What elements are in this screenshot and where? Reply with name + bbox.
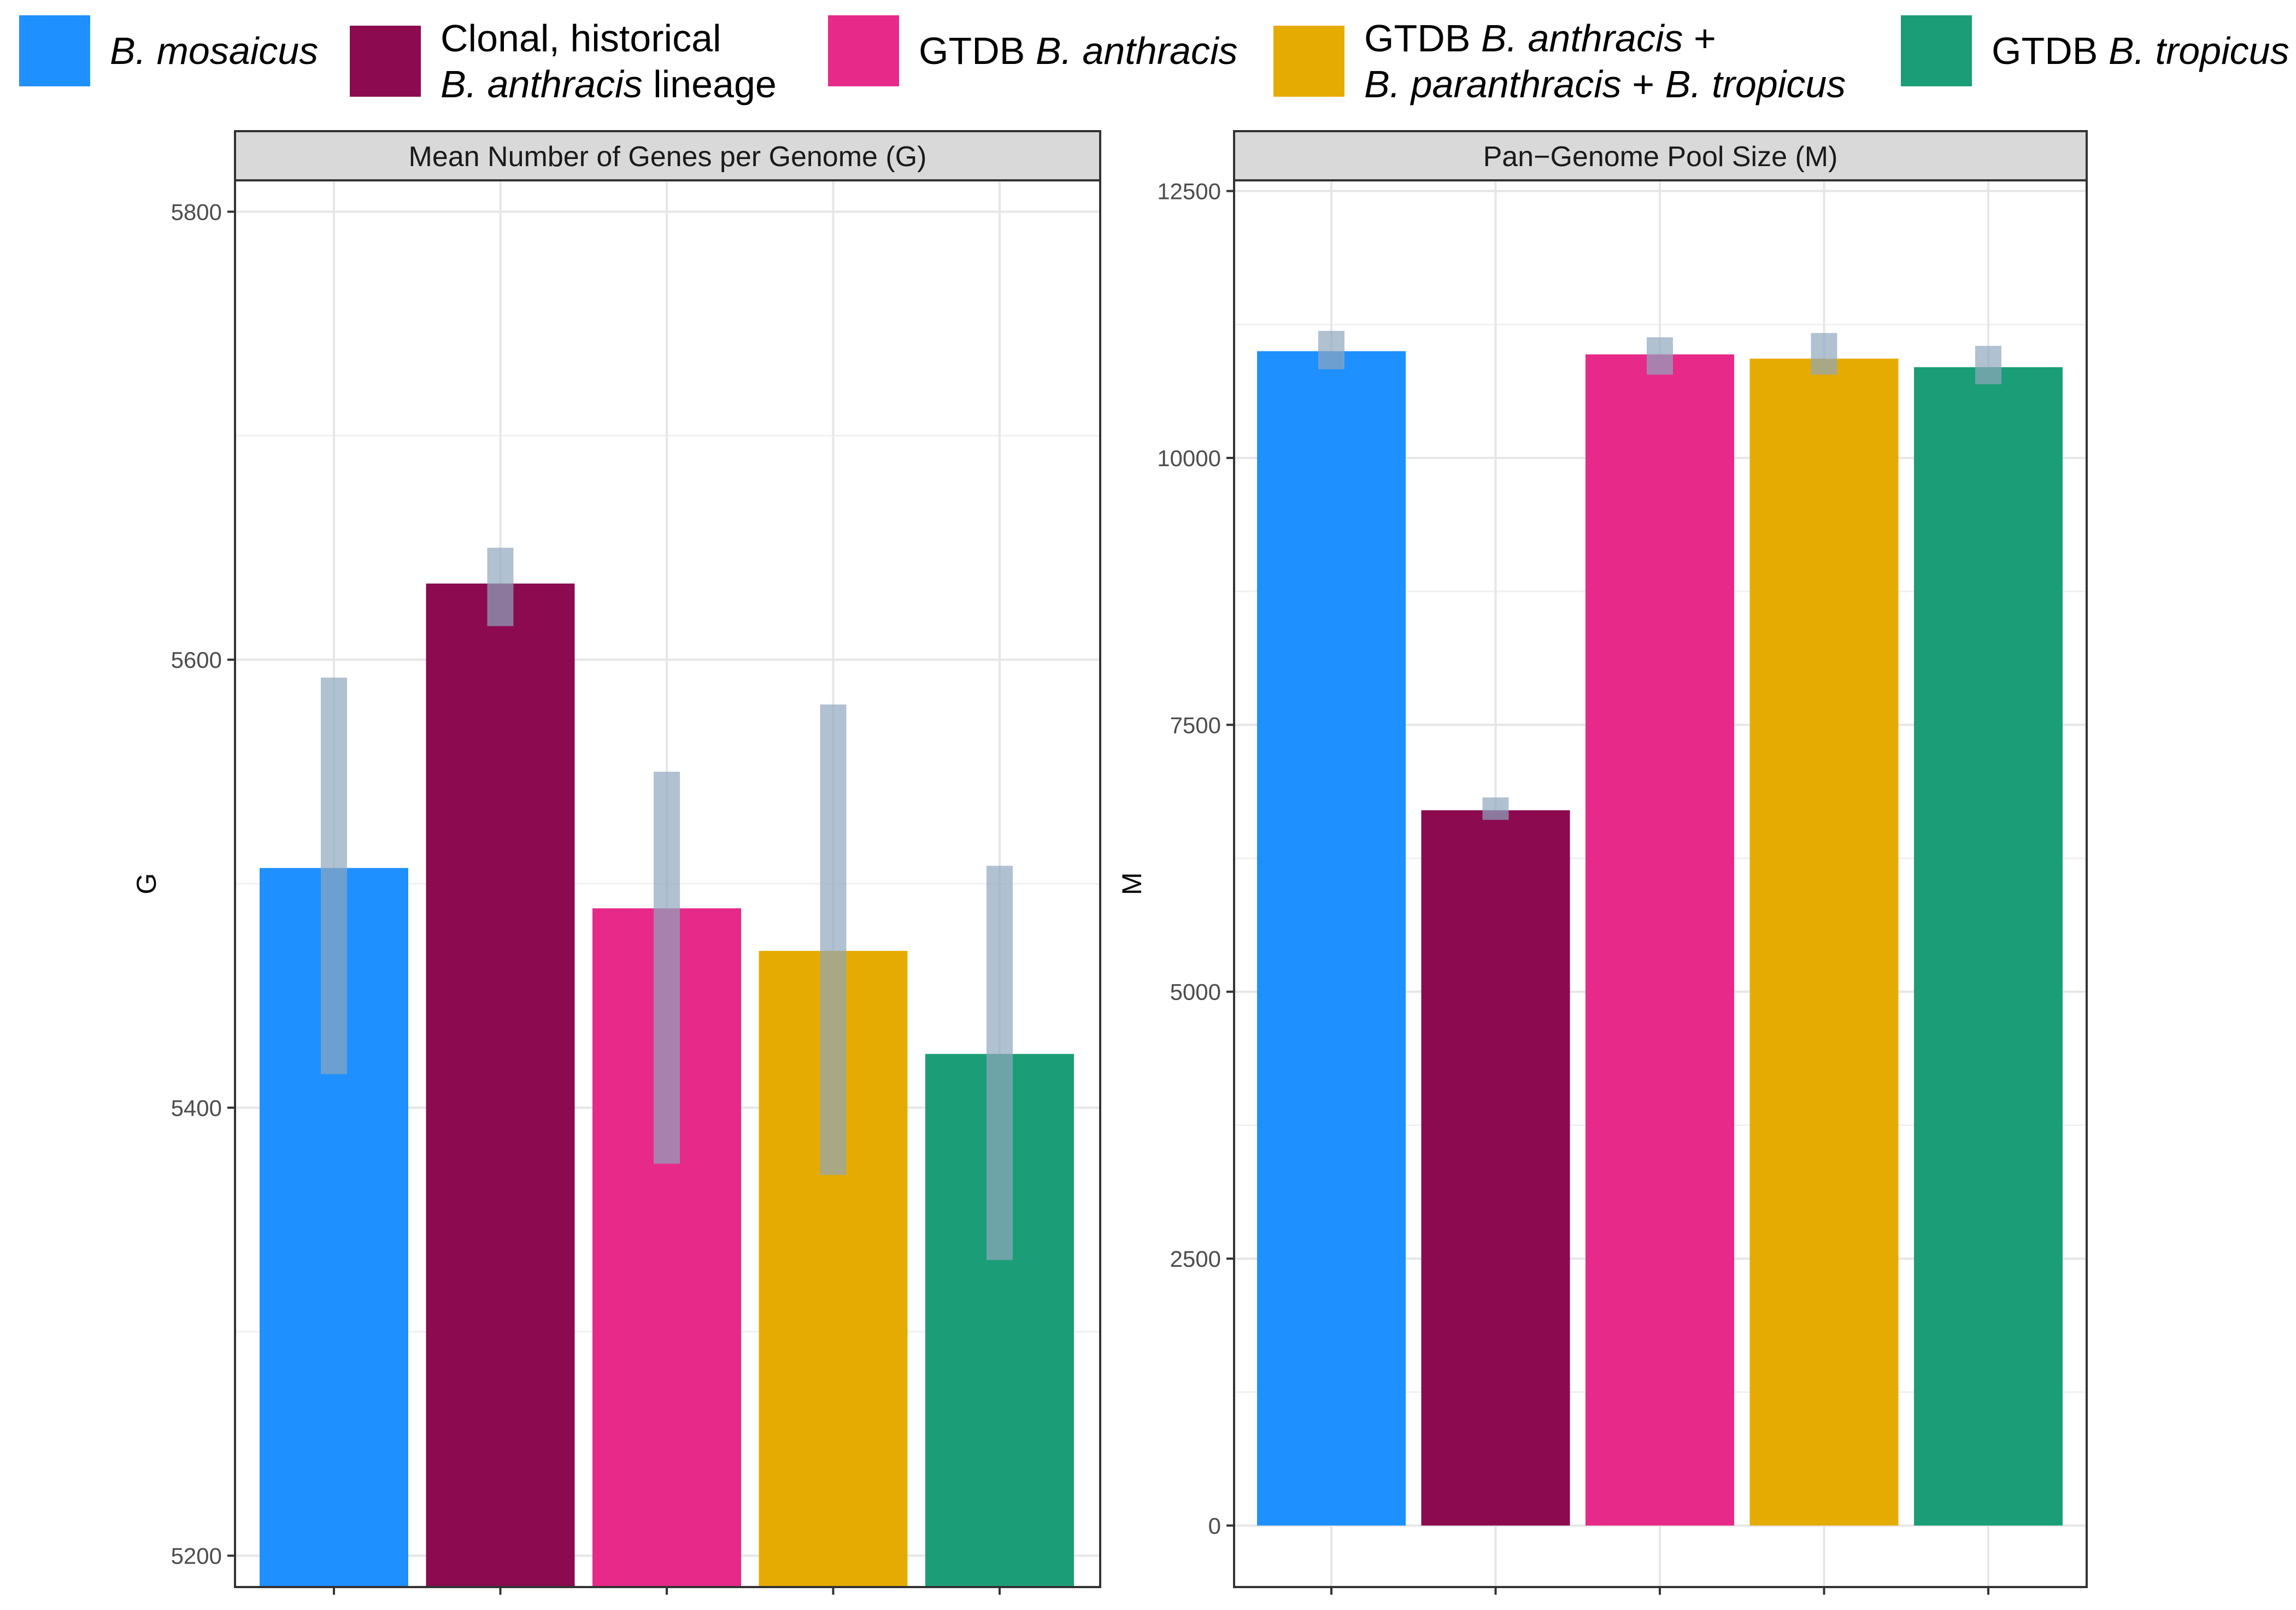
y-tick-label: 0 [1208, 1513, 1221, 1538]
bar [1421, 810, 1570, 1526]
y-tick-label: 7500 [1170, 712, 1221, 738]
error-bar [321, 677, 347, 1074]
error-bar [1811, 333, 1837, 375]
y-tick-label: 5800 [171, 199, 222, 225]
bar [1586, 354, 1734, 1526]
y-axis-label: G [131, 873, 162, 895]
panel-title: Mean Number of Genes per Genome (G) [409, 141, 927, 173]
legend-label: GTDB B. anthracis [919, 30, 1238, 72]
legend-item: GTDB B. anthracis [828, 15, 1238, 86]
legend-item: Clonal, historical B. anthracis lineage [350, 15, 777, 107]
panel-strip [234, 130, 1101, 181]
y-axis-label: M [1117, 872, 1147, 895]
legend-swatch [1273, 26, 1344, 97]
legend-label: GTDB B. anthracis + B. paranthracis + B. … [1364, 17, 1846, 105]
legend-item: GTDB B. anthracis + B. paranthracis + B. … [1273, 15, 1846, 107]
bar [1749, 359, 1899, 1526]
legend-label: GTDB B. tropicus [1992, 30, 2289, 72]
legend-swatch [1901, 15, 1972, 86]
y-tick-label: 5600 [171, 647, 222, 673]
legend-swatch [19, 15, 90, 86]
error-bar [654, 772, 680, 1164]
chart-panel-1: Mean Number of Genes per Genome (G) 5200 5… [131, 130, 1101, 1595]
legend-swatch [828, 15, 899, 86]
legend-label: B. mosaicus [110, 30, 319, 72]
legend-item: B. mosaicus [19, 15, 318, 86]
y-tick-label: 5400 [171, 1095, 222, 1121]
panel-strip [1233, 130, 2088, 181]
bar [1914, 367, 2063, 1526]
chart-panel-2: Pan−Genome Pool Size (M) 0 2500 5000 7500 100… [1117, 130, 2088, 1595]
error-bar [1318, 331, 1344, 369]
y-tick-label: 10000 [1157, 445, 1221, 471]
y-tick-label: 2500 [1170, 1246, 1221, 1272]
y-tick-label: 5200 [171, 1543, 222, 1569]
y-tick-label: 5000 [1170, 979, 1221, 1005]
error-bar [986, 866, 1013, 1260]
error-bar [1647, 337, 1673, 375]
y-tick-label: 12500 [1157, 179, 1221, 204]
bar [1257, 351, 1406, 1526]
legend-item: GTDB B. tropicus [1901, 15, 2289, 86]
error-bar [487, 548, 514, 626]
bar [426, 583, 575, 1587]
panel-title: Pan−Genome Pool Size (M) [1483, 141, 1838, 173]
error-bar [820, 704, 847, 1175]
legend: B. mosaicus Clonal, historical B. anthraci… [0, 0, 2296, 109]
error-bar [1975, 345, 2001, 385]
legend-swatch [350, 26, 421, 97]
error-bar [1482, 797, 1509, 820]
legend-label: Clonal, historical B. anthracis lineage [441, 17, 777, 105]
